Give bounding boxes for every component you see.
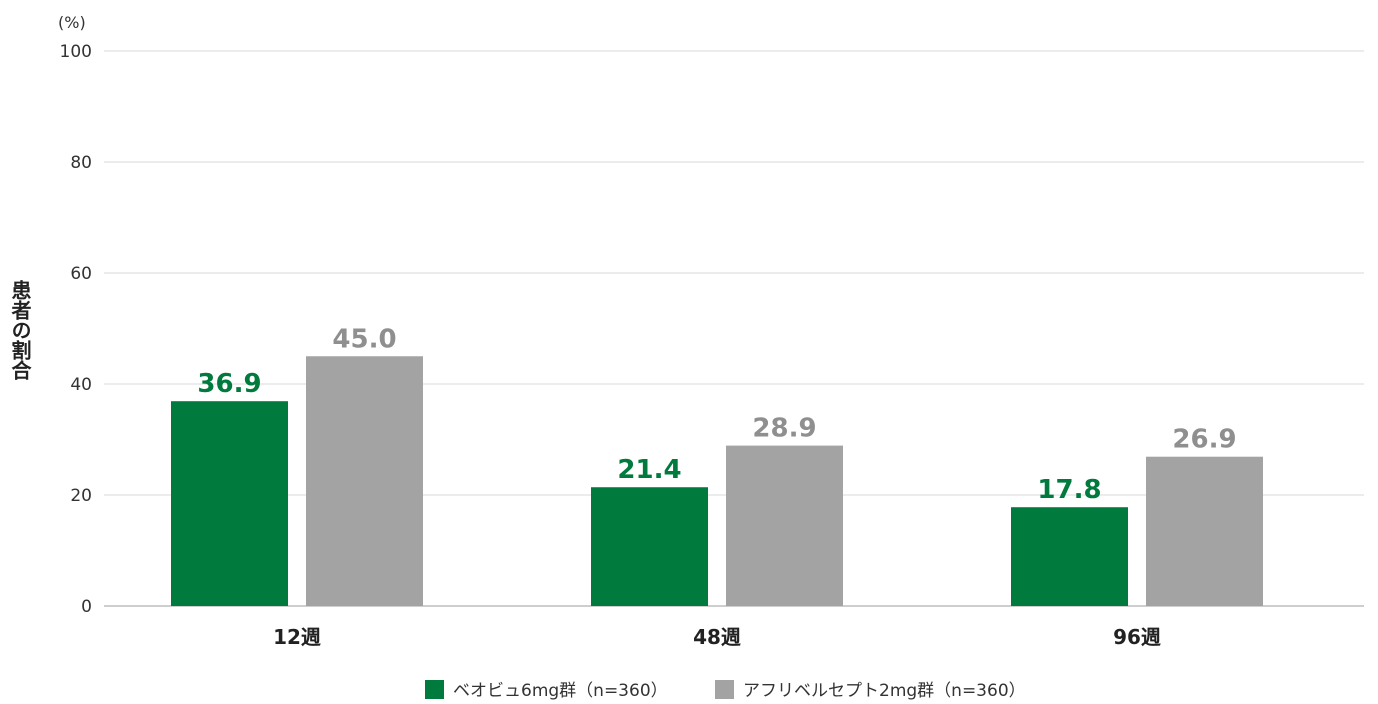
- bar: [726, 445, 843, 606]
- y-unit-label: (%): [58, 13, 86, 32]
- bar: [1146, 456, 1263, 606]
- x-tick-labels: 12週 48週 96週: [273, 625, 1161, 649]
- bar-value-label: 28.9: [752, 414, 816, 444]
- legend: ベオビュ6mg群（n=360） アフリベルセプト2mg群（n=360）: [425, 680, 1026, 701]
- data-labels: 36.9 45.0 21.4 28.9 17.8 26.9: [197, 324, 1236, 505]
- x-tick-label: 12週: [273, 625, 321, 649]
- bar-value-label: 21.4: [617, 455, 681, 485]
- bar-value-label: 17.8: [1037, 475, 1101, 505]
- bar-value-label: 45.0: [332, 324, 396, 354]
- x-tick-label: 96週: [1113, 625, 1161, 649]
- bar-value-label: 26.9: [1172, 425, 1236, 455]
- bar-value-label: 36.9: [197, 369, 261, 399]
- bars: [171, 356, 1263, 606]
- bar: [591, 487, 708, 606]
- bar: [171, 401, 288, 606]
- y-tick-label: 60: [70, 264, 92, 284]
- legend-label: ベオビュ6mg群（n=360）: [453, 681, 668, 701]
- y-tick-label: 20: [70, 486, 92, 506]
- y-tick-label: 0: [81, 597, 92, 617]
- legend-swatch: [715, 680, 734, 699]
- bar: [1011, 507, 1128, 606]
- y-tick-label: 80: [70, 153, 92, 173]
- x-tick-label: 48週: [693, 625, 741, 649]
- y-axis-label: 患者の割合: [8, 280, 32, 380]
- y-tick-labels: 0 20 40 60 80 100: [60, 42, 92, 617]
- legend-label: アフリベルセプト2mg群（n=360）: [743, 681, 1026, 701]
- legend-swatch: [425, 680, 444, 699]
- y-tick-label: 100: [60, 42, 92, 62]
- bar: [306, 356, 423, 606]
- y-tick-label: 40: [70, 375, 92, 395]
